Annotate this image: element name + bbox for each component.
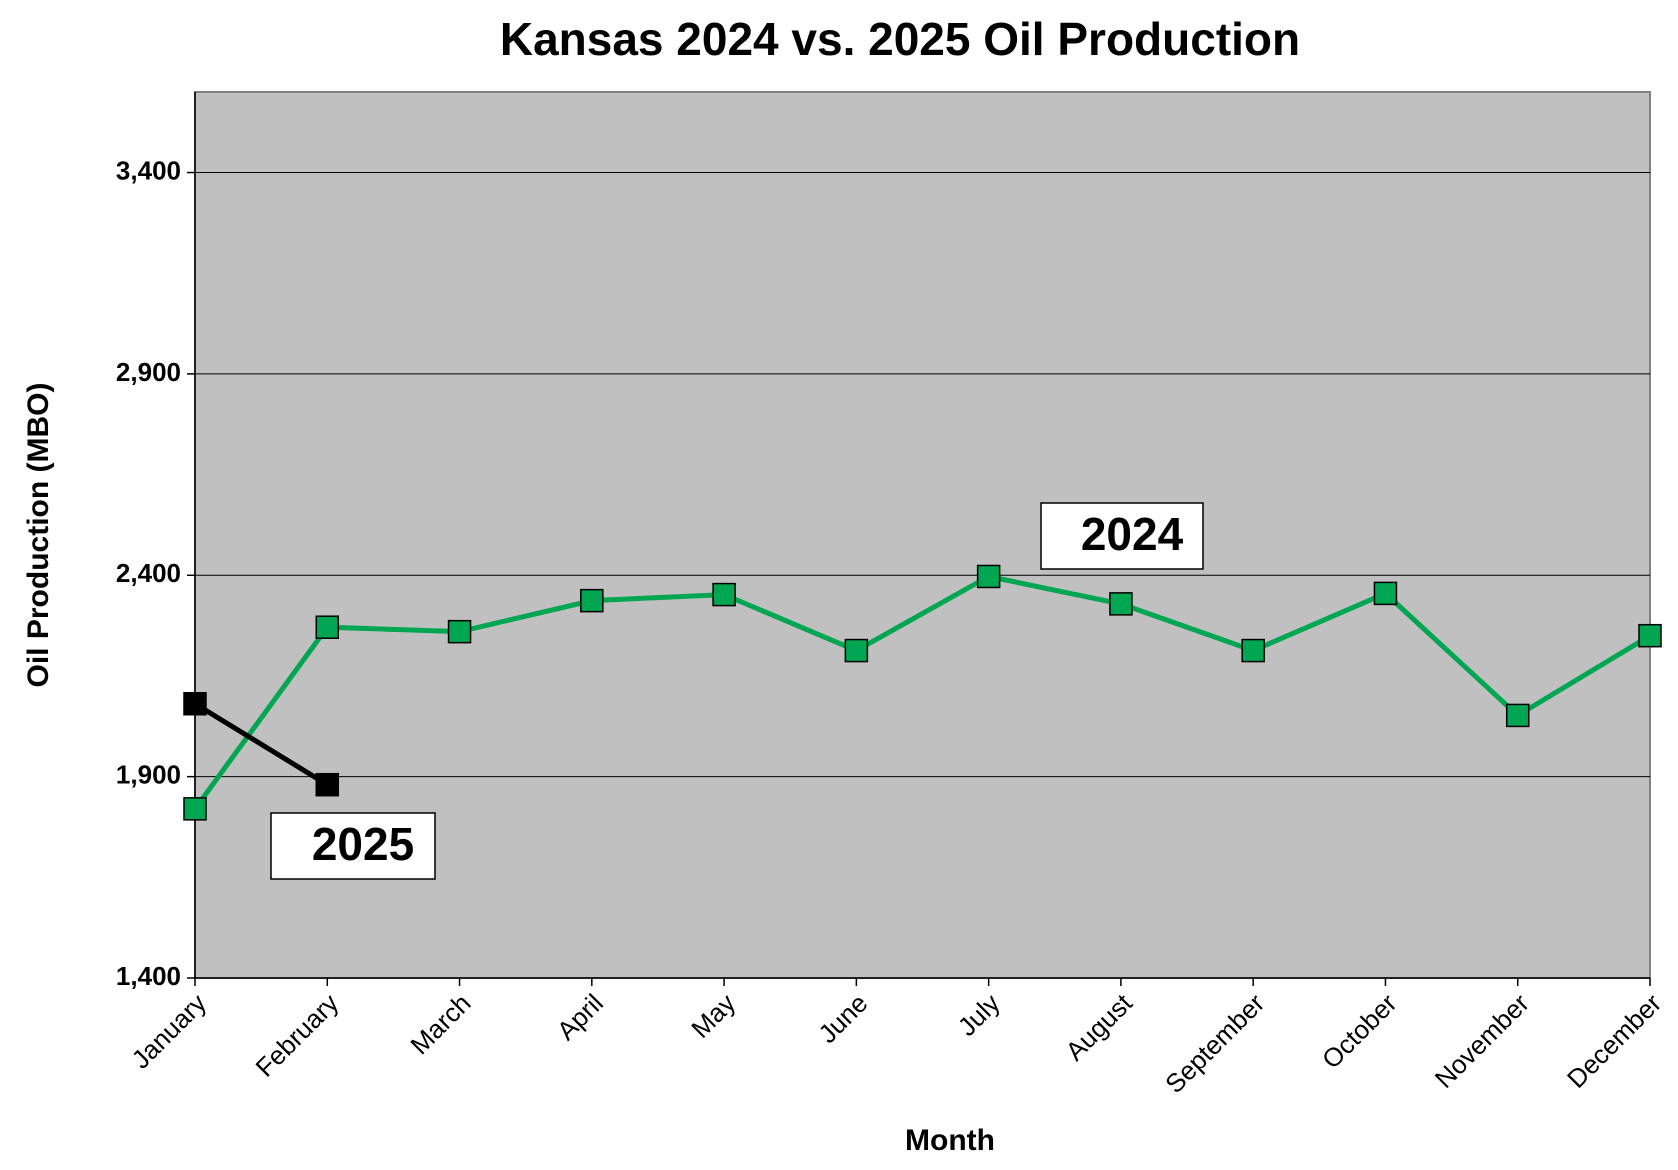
series-line <box>193 701 329 787</box>
x-tick-label: September <box>1159 988 1270 1099</box>
chart-title: Kansas 2024 vs. 2025 Oil Production <box>500 13 1300 65</box>
series-label: 2025 <box>312 818 414 870</box>
x-tick-label: April <box>551 988 609 1046</box>
x-tick-label: August <box>1060 987 1139 1066</box>
series-label: 2024 <box>1081 508 1184 560</box>
x-tick-label: February <box>250 988 345 1083</box>
y-tick-label: 2,400 <box>116 558 181 588</box>
plot-area <box>194 91 1651 979</box>
data-point <box>183 797 207 821</box>
series-label-box <box>1040 502 1204 570</box>
data-point <box>1109 592 1133 616</box>
y-tick-label: 1,900 <box>116 760 181 790</box>
y-tick-label: 1,400 <box>116 961 181 991</box>
data-point <box>976 564 1001 589</box>
x-tick-label: November <box>1429 988 1535 1094</box>
x-tick-label: July <box>952 988 1006 1042</box>
x-tick-label: October <box>1316 988 1403 1075</box>
x-axis-label: Month <box>905 1124 995 1157</box>
y-tick-label: 2,900 <box>116 357 181 387</box>
data-point <box>1505 703 1530 728</box>
x-tick-label: March <box>404 988 476 1060</box>
data-point <box>315 615 340 639</box>
y-tick-label: 3,400 <box>116 155 181 185</box>
data-point <box>580 588 604 613</box>
y-axis-label: Oil Production (MBO) <box>22 383 55 688</box>
x-tick-label: June <box>812 988 873 1049</box>
x-tick-label: May <box>685 988 741 1044</box>
data-point <box>712 582 736 607</box>
data-point <box>315 772 340 797</box>
data-point <box>1373 581 1398 606</box>
data-point <box>447 619 472 644</box>
series-label-box <box>270 812 436 880</box>
data-point <box>1638 623 1662 648</box>
data-point <box>183 691 207 716</box>
x-tick-label: December <box>1561 988 1667 1094</box>
data-point <box>844 638 869 663</box>
series-line <box>192 573 1652 811</box>
data-point <box>1241 638 1265 663</box>
x-tick-label: January <box>125 988 212 1075</box>
